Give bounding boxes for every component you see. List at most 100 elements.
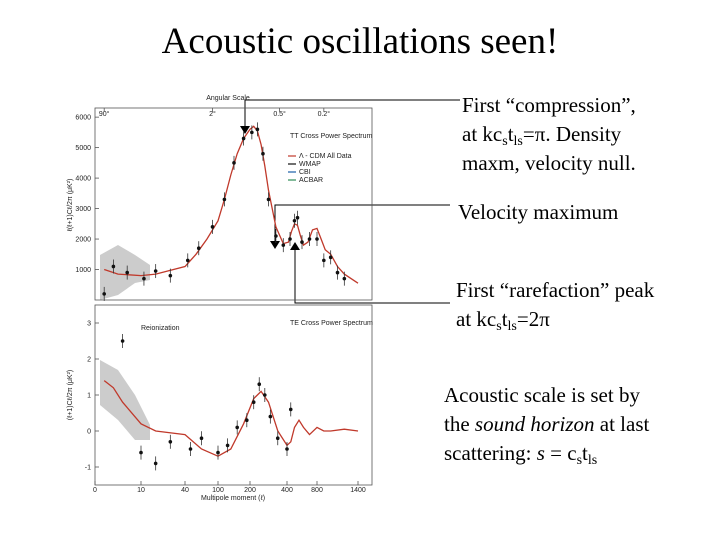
text: ls [508,319,517,334]
x-tick-label: 1400 [350,487,366,494]
text: ls [514,134,523,149]
annotation: at kcstls=π. Density [462,122,622,149]
text: scattering: [444,441,537,465]
panel-title: TT Cross Power Spectrum [290,133,373,140]
legend-label: Λ - CDM All Data [299,153,352,160]
data-point [199,436,204,441]
angular-tick-label: 2° [209,110,216,118]
data-point [335,270,340,275]
text: = c [545,441,577,465]
data-point [257,382,262,387]
text: maxm, velocity null. [462,151,636,175]
data-point [288,237,292,241]
angular-tick-label: 90° [99,110,110,118]
annotation: First “rarefaction” peak [456,278,655,302]
y-tick-label: 3000 [75,206,91,213]
note: Reionization [141,325,180,332]
data-point [125,270,129,275]
data-point [315,237,319,241]
panel-frame [94,304,373,486]
text: =2π [517,307,550,331]
axis-label: Angular Scale [206,95,250,102]
y-tick-label: 1000 [75,267,91,274]
text: First “compression”, [462,93,636,117]
text: t [582,441,588,465]
data-point [111,264,116,269]
data-point [250,130,254,135]
model-curve [103,125,359,284]
annotation: Velocity maximum [458,200,618,224]
x-tick-label: 0 [93,487,97,494]
data-point [216,450,220,455]
data-point [300,240,304,244]
model-curve [103,380,359,457]
data-point [188,447,193,451]
text: =π. Density [523,122,622,146]
data-point [139,450,143,455]
text: s [496,319,501,334]
x-tick-label: 400 [281,487,293,494]
text: t [502,307,508,331]
data-point [168,273,173,278]
data-point [185,258,190,263]
text: s [537,441,545,465]
text: the [444,412,475,436]
y-tick-label: 3 [87,321,91,328]
legend-label: CBI [299,169,311,176]
data-point [102,292,106,296]
data-point [153,461,158,466]
y-tick-label: 1 [87,393,91,400]
y-tick-label: 4000 [75,176,91,183]
data-point [322,258,326,263]
angular-tick-label: 0.5° [273,110,286,118]
data-point [142,276,146,281]
connectors [244,99,460,304]
data-point [241,136,246,141]
y-tick-label: 5000 [75,145,91,152]
annotation: scattering: s = cstls [444,441,597,468]
text: sound horizon [475,412,595,436]
text: at kc [462,122,502,146]
data-point [292,218,297,223]
annotation: maxm, velocity null. [462,151,636,175]
data-point [153,269,158,273]
x-tick-label: 800 [311,487,323,494]
panel-title: TE Cross Power Spectrum [290,320,373,327]
y-tick-label: 2 [87,357,91,364]
variance-band [100,360,150,440]
panel-frame [94,107,373,301]
text: s [502,134,507,149]
annotation: the sound horizon at last [444,412,649,436]
data-point [245,418,249,423]
connector [274,204,450,243]
angular-tick-label: 0.2° [318,110,331,118]
data-point [268,414,273,419]
text: at kc [456,307,496,331]
y-tick-label: 6000 [75,115,91,122]
connector [244,99,460,128]
axis-label: Multipole moment (ℓ) [201,495,265,502]
data-point [295,215,300,220]
text: t [508,122,514,146]
data-point [342,276,347,281]
data-point [307,237,312,241]
legend-label: WMAP [299,161,321,168]
data-point [328,255,333,260]
text: Acoustic scale is set by [444,383,640,407]
data-point [275,436,280,441]
data-point [281,243,286,247]
data-point [251,400,256,405]
data-point [120,339,125,343]
y-tick-label: -1 [85,465,91,472]
y-tick-label: 2000 [75,237,91,244]
connector [294,248,450,304]
text: s [577,453,582,468]
data-point [274,234,278,238]
text: at last [595,412,650,436]
data-point [263,393,267,397]
legend-label: ACBAR [299,177,323,184]
y-tick-label: 0 [87,429,91,436]
data-point [210,225,215,229]
annotation: First “compression”, [462,93,636,117]
